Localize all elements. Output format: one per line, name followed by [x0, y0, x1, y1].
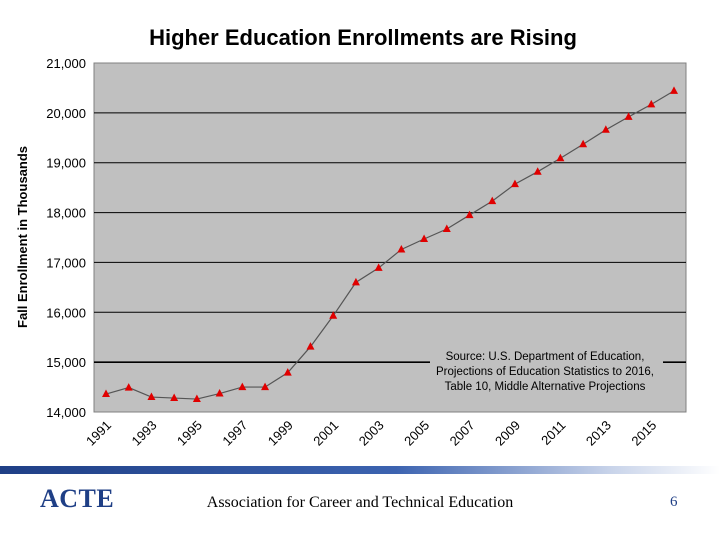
y-axis-label: Fall Enrollment in Thousands — [15, 146, 30, 328]
data-point-marker — [579, 139, 588, 148]
x-tick-label: 1991 — [83, 418, 114, 449]
x-tick-label: 2001 — [310, 418, 341, 449]
y-tick-label: 18,000 — [46, 206, 86, 221]
y-tick-label: 20,000 — [46, 106, 86, 121]
footer-bar — [0, 466, 720, 474]
data-point-marker — [510, 179, 519, 188]
data-point-marker — [170, 393, 179, 402]
source-annotation-line: Source: U.S. Department of Education, — [446, 351, 645, 363]
x-tick-label: 2013 — [583, 418, 614, 449]
source-annotation-line: Projections of Education Statistics to 2… — [436, 366, 654, 378]
data-point-marker — [374, 263, 383, 271]
x-tick-label: 2011 — [538, 418, 568, 448]
x-tick-label: 1999 — [265, 418, 296, 449]
data-point-marker — [442, 224, 451, 233]
data-point-marker — [351, 277, 360, 286]
y-tick-label: 14,000 — [46, 405, 86, 420]
data-point-marker — [215, 389, 224, 397]
data-point-marker — [601, 125, 610, 133]
data-point-marker — [283, 368, 292, 376]
series-polyline — [105, 90, 675, 400]
chart-title: Higher Education Enrollments are Rising — [149, 25, 577, 50]
source-annotation: Source: U.S. Department of Education, Pro… — [436, 351, 654, 393]
source-annotation-line: Table 10, Middle Alternative Projections — [445, 381, 646, 393]
data-point-marker — [533, 167, 542, 175]
data-point-marker — [624, 112, 633, 120]
footer-organization: Association for Career and Technical Edu… — [206, 494, 514, 511]
data-point-marker — [465, 210, 474, 219]
x-axis-ticks: 1991 1993 1995 1997 1999 2001 2003 2005 2007 2009… — [83, 418, 659, 449]
data-point-marker — [124, 383, 133, 391]
x-tick-label: 2005 — [401, 418, 432, 449]
series-line — [102, 86, 678, 403]
y-tick-label: 16,000 — [46, 305, 86, 320]
x-tick-label: 2007 — [447, 418, 478, 449]
x-tick-label: 2003 — [356, 418, 387, 449]
data-point-marker — [147, 392, 156, 401]
data-point-marker — [647, 99, 656, 108]
data-point-marker — [261, 382, 270, 391]
data-point-marker — [670, 86, 678, 94]
data-point-marker — [306, 342, 315, 350]
data-point-marker — [488, 196, 497, 205]
data-point-marker — [102, 389, 110, 398]
data-point-marker — [420, 234, 429, 242]
x-tick-label: 2009 — [492, 418, 523, 449]
y-tick-label: 19,000 — [46, 156, 86, 171]
x-tick-label: 1997 — [219, 418, 250, 449]
page-number: 6 — [670, 494, 678, 510]
x-tick-label: 1993 — [129, 418, 160, 449]
logo-text: ACTE — [40, 484, 115, 513]
y-axis-ticks: 14,000 15,000 16,000 17,000 18,000 19,000 20,0… — [46, 56, 86, 420]
data-point-marker — [397, 244, 406, 253]
enrollment-chart: Higher Education Enrollments are Rising … — [15, 25, 687, 449]
data-point-marker — [329, 311, 338, 319]
y-tick-label: 17,000 — [46, 255, 86, 270]
data-point-marker — [192, 394, 201, 403]
x-tick-label: 2015 — [628, 418, 659, 449]
data-point-marker — [556, 153, 565, 162]
x-tick-label: 1995 — [174, 418, 205, 449]
acte-logo: ACTE — [40, 480, 120, 520]
y-tick-label: 21,000 — [46, 56, 86, 71]
source-box — [430, 345, 663, 397]
y-tick-label: 15,000 — [46, 355, 86, 370]
data-point-marker — [238, 382, 247, 391]
